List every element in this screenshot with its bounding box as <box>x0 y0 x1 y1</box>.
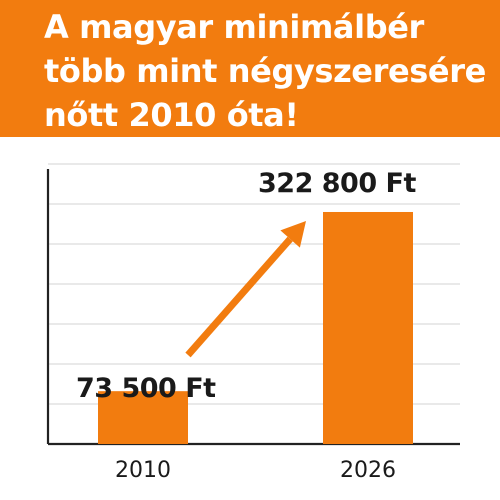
title-line-3: nőtt 2010 óta! <box>44 96 299 134</box>
bar-2026 <box>323 211 413 444</box>
title-line-2: több mint négyszeresére <box>44 52 486 90</box>
x-tick-2010: 2010 <box>115 458 171 483</box>
title-line-1: A magyar minimálbér <box>44 8 424 46</box>
x-tick-labels: 2010 2026 <box>115 458 396 483</box>
growth-arrow <box>185 221 306 358</box>
chart-title: A magyar minimálbér több mint négyszeres… <box>44 5 486 137</box>
arrow-shaft <box>185 236 293 358</box>
value-label-2010: 73 500 Ft <box>76 373 216 404</box>
arrow-head <box>280 221 306 248</box>
gridlines <box>48 163 460 405</box>
bar-chart: 73 500 Ft 322 800 Ft 2010 2026 <box>46 163 460 483</box>
bars <box>98 211 413 444</box>
value-label-2026: 322 800 Ft <box>258 168 416 199</box>
title-banner: A magyar minimálbér több mint négyszeres… <box>0 0 500 137</box>
x-tick-2026: 2026 <box>340 458 396 483</box>
bar-2010 <box>98 391 188 444</box>
value-labels: 73 500 Ft 322 800 Ft <box>76 168 417 404</box>
